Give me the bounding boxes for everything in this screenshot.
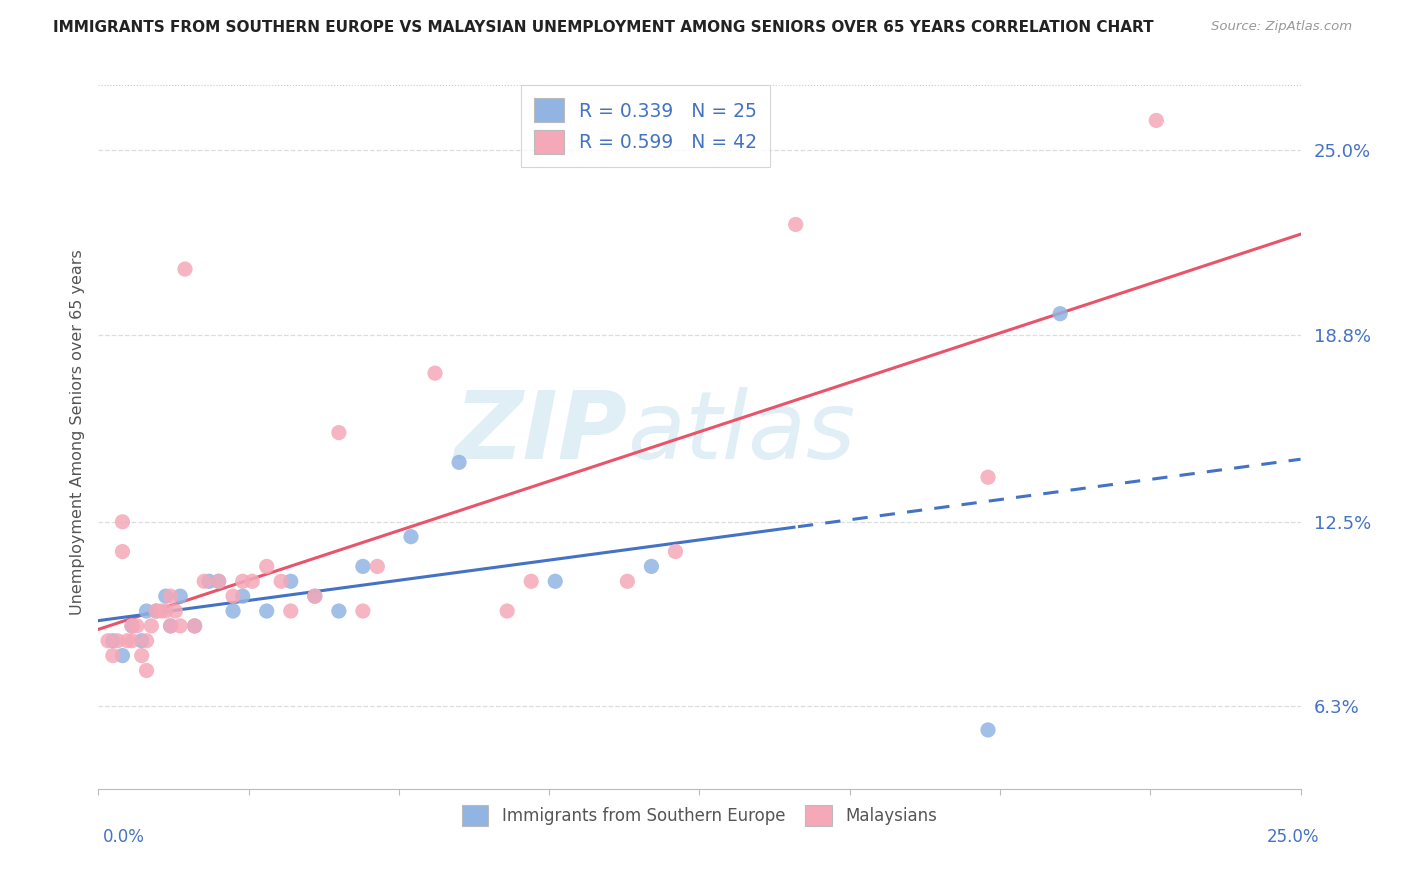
Point	[222, 589, 245, 603]
Point	[352, 559, 374, 574]
Point	[664, 544, 686, 558]
Point	[1144, 113, 1167, 128]
Point	[121, 619, 143, 633]
Point	[977, 723, 1000, 737]
Point	[149, 604, 172, 618]
Point	[183, 619, 205, 633]
Point	[111, 515, 134, 529]
Point	[616, 574, 638, 589]
Point	[155, 589, 177, 603]
Point	[328, 425, 350, 440]
Point	[125, 619, 148, 633]
Point	[131, 633, 153, 648]
Point	[640, 559, 662, 574]
Text: ZIP: ZIP	[454, 386, 627, 479]
Point	[256, 604, 278, 618]
Point	[174, 262, 197, 277]
Y-axis label: Unemployment Among Seniors over 65 years: Unemployment Among Seniors over 65 years	[69, 250, 84, 615]
Point	[165, 604, 187, 618]
Point	[121, 633, 143, 648]
Point	[107, 633, 129, 648]
Point	[159, 589, 181, 603]
Legend: Immigrants from Southern Europe, Malaysians: Immigrants from Southern Europe, Malaysi…	[454, 797, 945, 835]
Point	[169, 619, 191, 633]
Point	[304, 589, 326, 603]
Point	[256, 559, 278, 574]
Point	[169, 589, 191, 603]
Point	[520, 574, 543, 589]
Text: IMMIGRANTS FROM SOUTHERN EUROPE VS MALAYSIAN UNEMPLOYMENT AMONG SENIORS OVER 65 : IMMIGRANTS FROM SOUTHERN EUROPE VS MALAY…	[53, 20, 1154, 35]
Point	[183, 619, 205, 633]
Point	[159, 619, 181, 633]
Point	[222, 604, 245, 618]
Point	[280, 574, 302, 589]
Point	[544, 574, 567, 589]
Point	[141, 619, 163, 633]
Point	[145, 604, 167, 618]
Point	[208, 574, 231, 589]
Point	[159, 619, 181, 633]
Text: 25.0%: 25.0%	[1267, 828, 1319, 846]
Point	[280, 604, 302, 618]
Point	[304, 589, 326, 603]
Point	[423, 366, 446, 380]
Point	[135, 664, 157, 678]
Point	[131, 648, 153, 663]
Point	[1049, 307, 1071, 321]
Point	[135, 604, 157, 618]
Point	[785, 218, 807, 232]
Point	[198, 574, 221, 589]
Point	[155, 604, 177, 618]
Point	[232, 589, 254, 603]
Point	[366, 559, 388, 574]
Text: 0.0%: 0.0%	[103, 828, 145, 846]
Point	[240, 574, 263, 589]
Point	[447, 455, 470, 469]
Point	[208, 574, 231, 589]
Point	[496, 604, 519, 618]
Text: atlas: atlas	[627, 387, 856, 478]
Point	[145, 604, 167, 618]
Point	[111, 544, 134, 558]
Point	[111, 648, 134, 663]
Text: Source: ZipAtlas.com: Source: ZipAtlas.com	[1212, 20, 1353, 33]
Point	[101, 648, 124, 663]
Point	[121, 619, 143, 633]
Point	[328, 604, 350, 618]
Point	[193, 574, 215, 589]
Point	[232, 574, 254, 589]
Point	[977, 470, 1000, 484]
Point	[97, 633, 120, 648]
Point	[117, 633, 139, 648]
Point	[270, 574, 292, 589]
Point	[399, 530, 422, 544]
Point	[352, 604, 374, 618]
Point	[135, 633, 157, 648]
Point	[101, 633, 124, 648]
